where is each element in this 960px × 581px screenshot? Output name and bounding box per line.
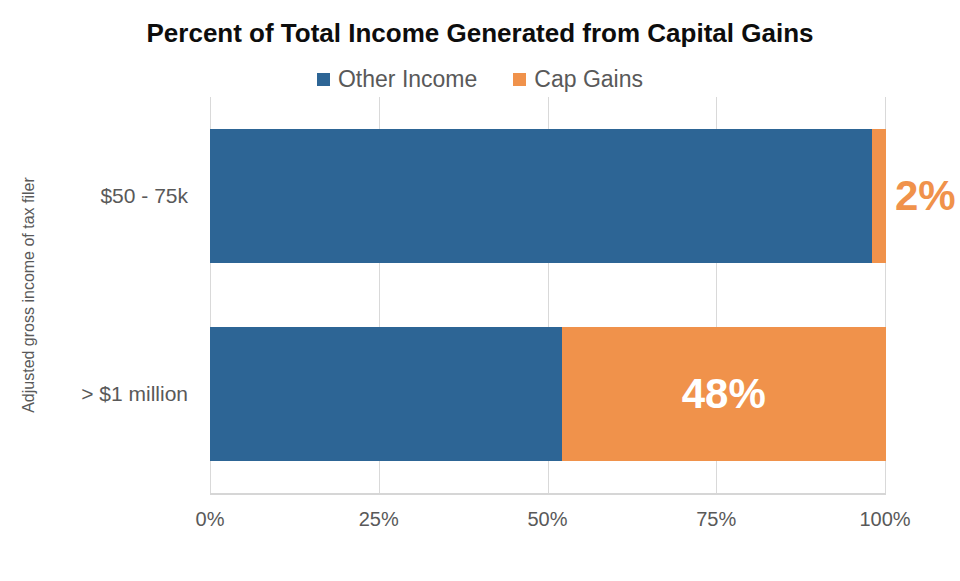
bar-value-label: 2% <box>895 172 956 220</box>
bar-segment-other-income <box>210 327 562 461</box>
legend-swatch <box>513 73 526 86</box>
x-tick-label: 100% <box>859 508 910 531</box>
chart-title: Percent of Total Income Generated from C… <box>0 18 960 49</box>
y-axis-title-area: Adjusted gross income of tax filer <box>0 97 58 493</box>
legend-swatch <box>317 73 330 86</box>
y-axis-title: Adjusted gross income of tax filer <box>20 177 38 413</box>
x-tick-label: 25% <box>359 508 399 531</box>
category-label: > $1 million <box>36 382 188 406</box>
legend: Other Income Cap Gains <box>0 64 960 94</box>
bar-value-label: 48% <box>682 370 766 418</box>
bar-segment-cap-gains <box>872 129 886 263</box>
bar-segment-other-income <box>210 129 872 263</box>
legend-item-other-income: Other Income <box>317 66 477 93</box>
legend-label: Cap Gains <box>534 66 643 93</box>
category-label: $50 - 75k <box>36 184 188 208</box>
x-tick-label: 0% <box>196 508 225 531</box>
legend-item-cap-gains: Cap Gains <box>513 66 643 93</box>
x-tick-label: 75% <box>696 508 736 531</box>
plot-area <box>210 97 886 495</box>
chart-canvas: Percent of Total Income Generated from C… <box>0 0 960 581</box>
legend-label: Other Income <box>338 66 477 93</box>
x-tick-label: 50% <box>527 508 567 531</box>
